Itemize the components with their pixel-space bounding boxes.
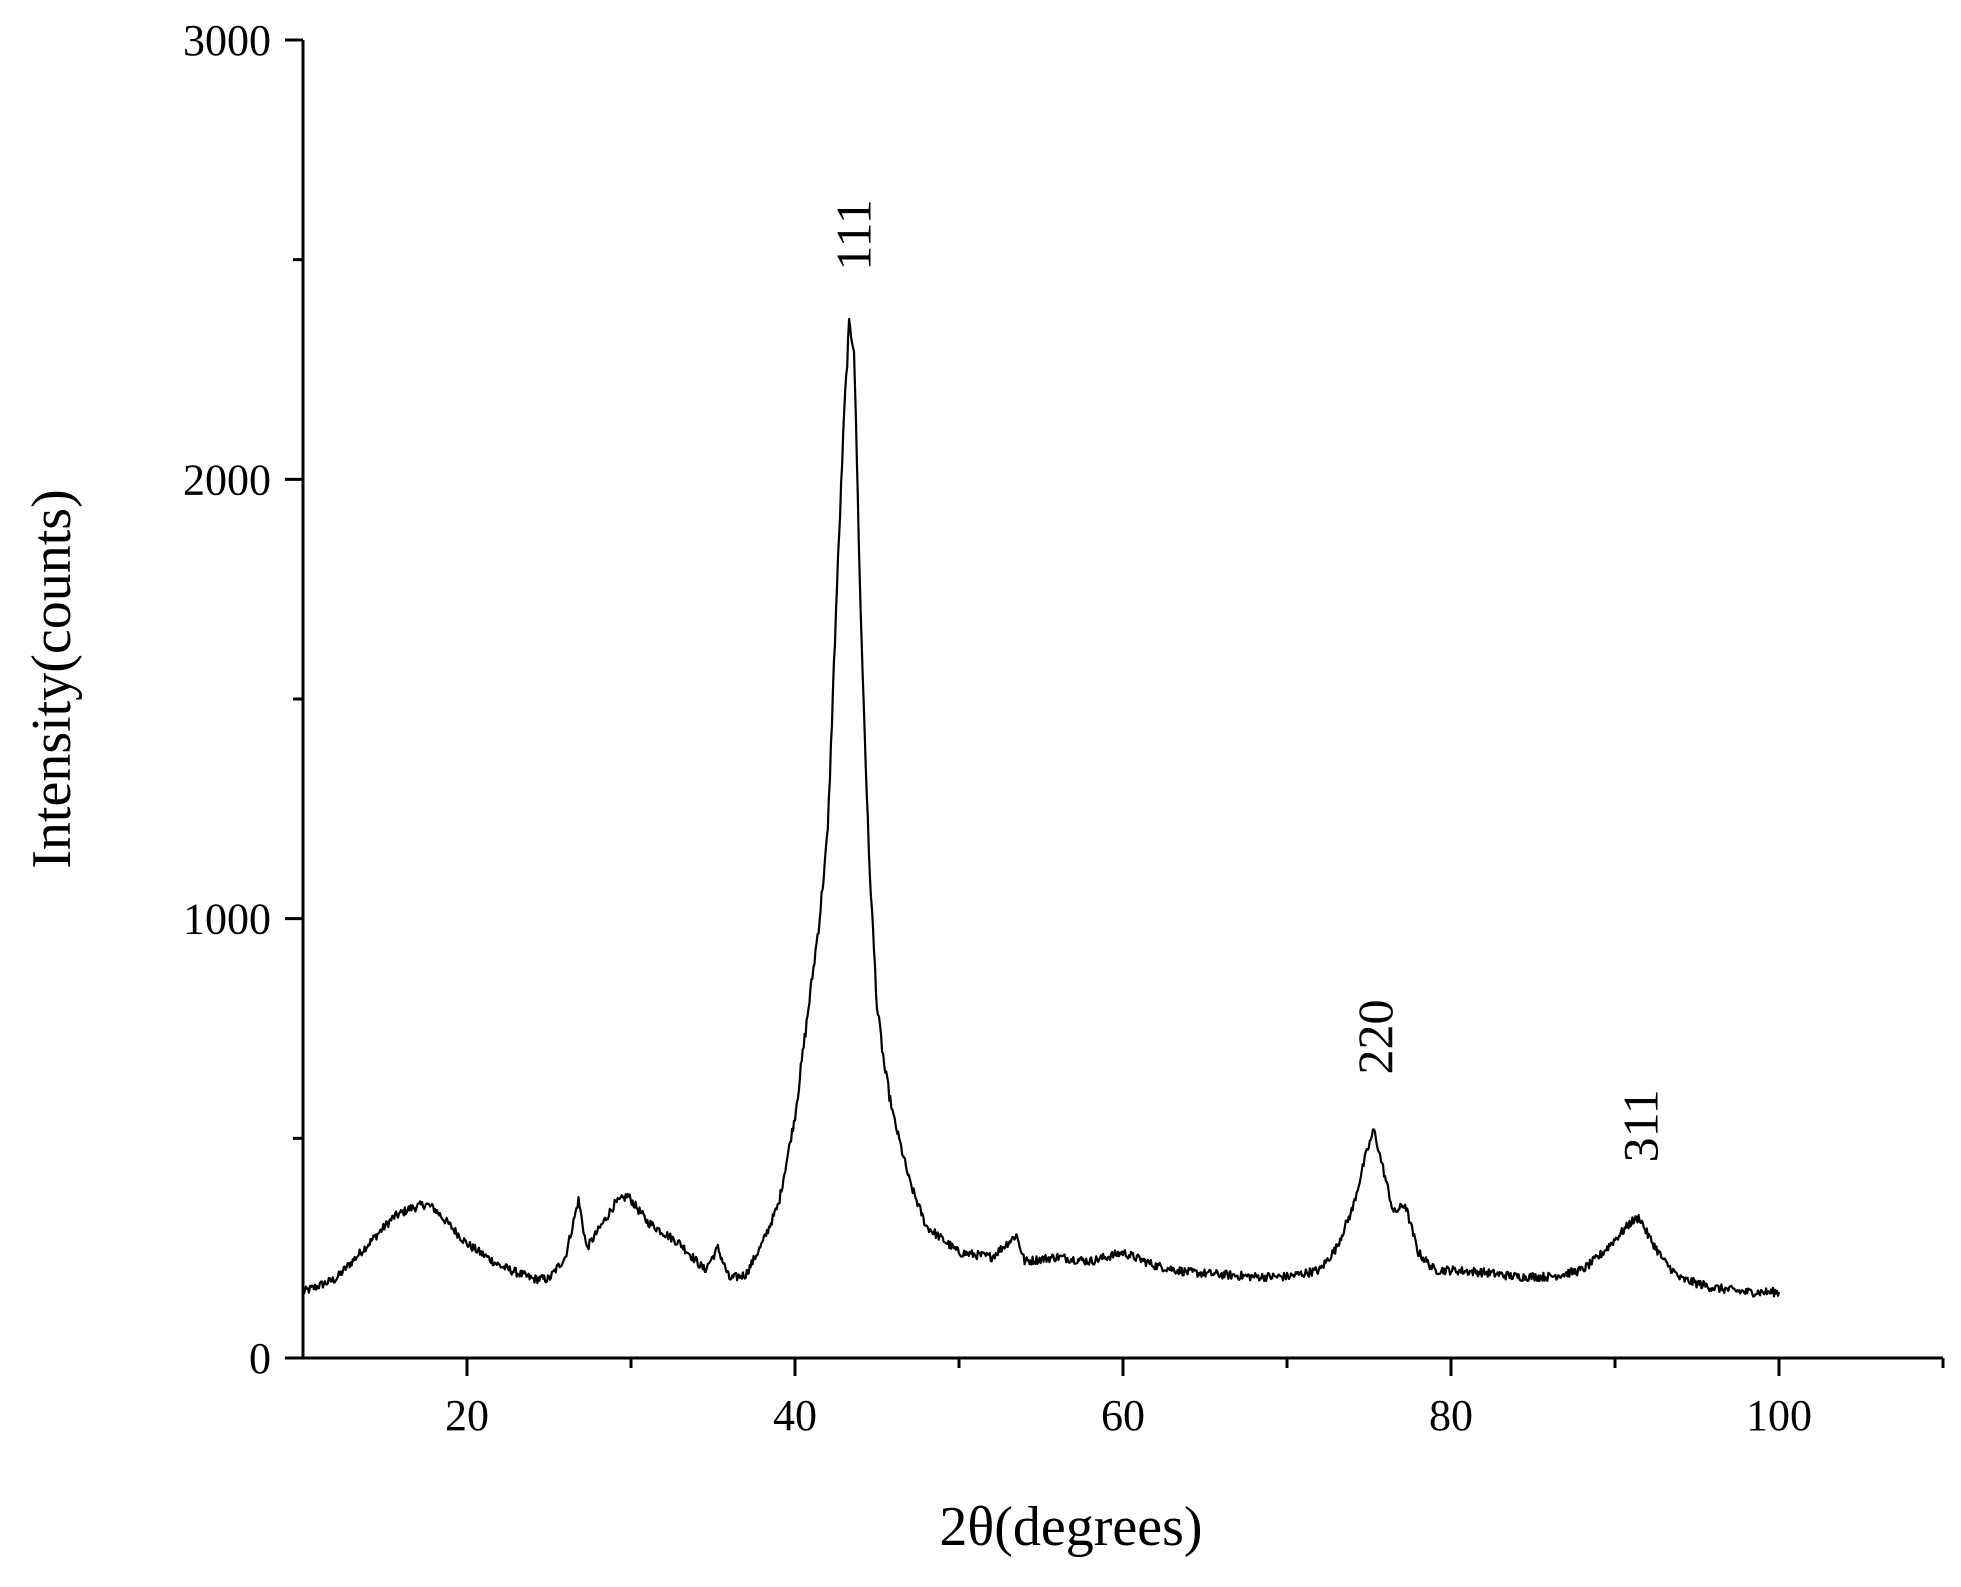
- ticks: [285, 38, 1945, 1376]
- y-tick-label: 2000: [183, 455, 271, 504]
- x-tick-label: 80: [1429, 1391, 1473, 1440]
- peak-label: 220: [1347, 1000, 1403, 1075]
- x-axis-title: 2θ(degrees): [939, 1496, 1202, 1558]
- y-tick-label: 1000: [183, 895, 271, 944]
- axes: [301, 40, 1943, 1360]
- x-tick-label: 40: [773, 1391, 817, 1440]
- peak-labels: 111 220 311: [825, 199, 1668, 1162]
- series-line: [301, 317, 1781, 1298]
- y-tick-label: 3000: [183, 16, 271, 65]
- peak-label: 311: [1613, 1089, 1669, 1162]
- y-tick-label: 0: [249, 1334, 271, 1383]
- peak-label: 111: [825, 199, 881, 270]
- x-tick-label: 100: [1746, 1391, 1812, 1440]
- x-tick-label: 20: [445, 1391, 489, 1440]
- x-tick-label: 60: [1101, 1391, 1145, 1440]
- y-axis-title: Intensity(counts): [21, 489, 83, 868]
